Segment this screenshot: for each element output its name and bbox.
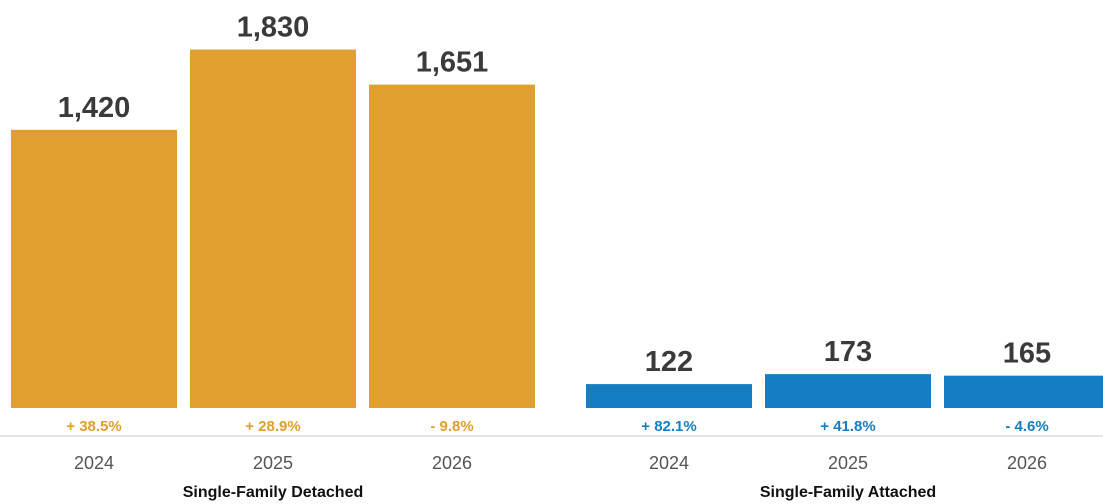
group-label-1: Single-Family Attached — [760, 484, 936, 501]
tick-label-1-1: 2025 — [828, 453, 868, 473]
tick-label-1-2: 2026 — [1007, 453, 1047, 473]
value-label-0-0: 1,420 — [58, 92, 131, 124]
bar-0-2 — [369, 84, 535, 408]
group-label-0: Single-Family Detached — [183, 484, 364, 501]
value-label-0-2: 1,651 — [416, 47, 489, 79]
bar-1-0 — [586, 384, 752, 408]
bar-1-2 — [944, 375, 1103, 408]
value-label-0-1: 1,830 — [237, 12, 310, 44]
tick-label-1-0: 2024 — [649, 453, 689, 473]
value-label-1-0: 122 — [645, 346, 693, 378]
bar-0-0 — [11, 129, 177, 409]
bars-layer — [11, 49, 1103, 409]
tick-label-0-2: 2026 — [432, 453, 472, 473]
change-label-1-2: - 4.6% — [1005, 418, 1048, 435]
tick-label-0-0: 2024 — [74, 453, 114, 473]
change-label-1-1: + 41.8% — [820, 418, 875, 435]
change-label-0-2: - 9.8% — [430, 418, 473, 435]
bar-0-1 — [190, 49, 356, 408]
tick-label-0-1: 2025 — [253, 453, 293, 473]
value-label-1-1: 173 — [824, 336, 872, 368]
change-label-1-0: + 82.1% — [641, 418, 696, 435]
change-label-0-0: + 38.5% — [66, 418, 121, 435]
change-label-0-1: + 28.9% — [245, 418, 300, 435]
labels-layer: 1,420 + 38.5% 2024 1,830 + 28.9% 2025 1,651 - 9… — [58, 12, 1051, 501]
value-label-1-2: 165 — [1003, 338, 1051, 370]
bar-1-1 — [765, 374, 931, 408]
